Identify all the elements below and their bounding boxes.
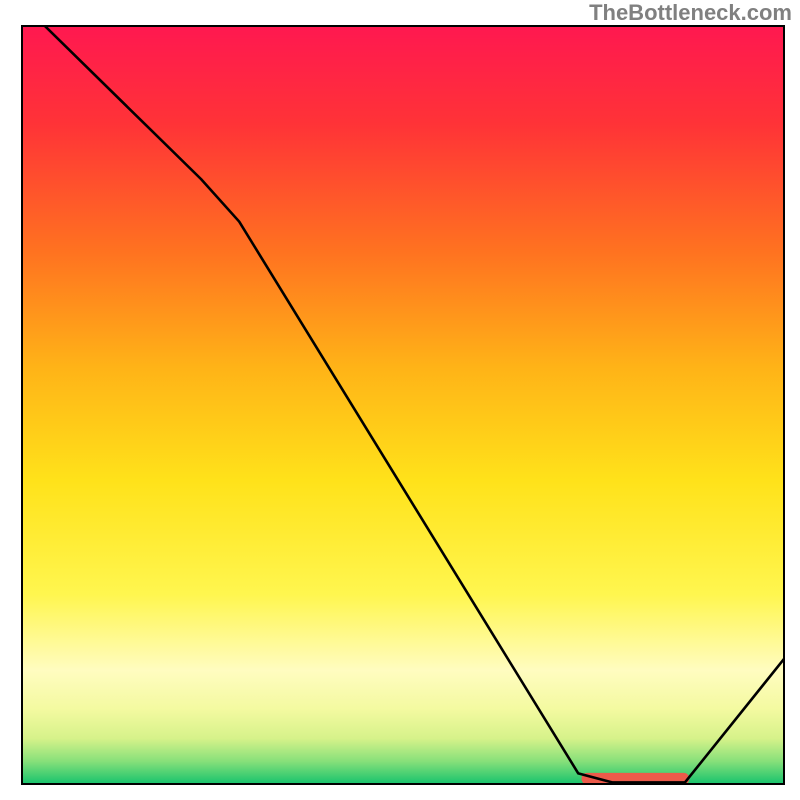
bottleneck-chart: [0, 0, 800, 800]
chart-container: TheBottleneck.com: [0, 0, 800, 800]
plot-background: [22, 26, 784, 784]
watermark-text: TheBottleneck.com: [589, 0, 792, 26]
